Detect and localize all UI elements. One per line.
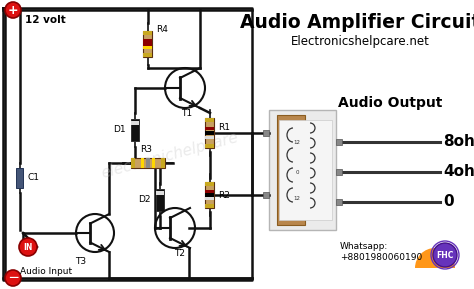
Text: 12: 12 <box>293 195 301 201</box>
Bar <box>131 119 139 141</box>
Bar <box>141 158 145 168</box>
Bar <box>206 118 215 148</box>
Text: 12 volt: 12 volt <box>25 15 66 25</box>
Text: 12: 12 <box>293 140 301 144</box>
Bar <box>161 158 165 168</box>
Bar <box>264 192 270 198</box>
Bar <box>144 31 153 57</box>
Text: T3: T3 <box>75 257 87 266</box>
Bar <box>144 42 153 45</box>
Text: D1: D1 <box>113 125 126 134</box>
Bar <box>152 158 155 168</box>
Wedge shape <box>415 248 455 268</box>
Bar <box>206 182 215 208</box>
Text: R2: R2 <box>218 190 230 199</box>
Bar <box>206 127 215 130</box>
Text: 0: 0 <box>295 170 299 175</box>
Circle shape <box>19 238 37 256</box>
Bar <box>131 158 135 168</box>
Bar <box>144 53 153 57</box>
Bar <box>144 31 153 35</box>
Bar <box>264 130 270 136</box>
Bar <box>206 190 215 193</box>
Bar <box>280 120 332 220</box>
Bar <box>206 197 215 200</box>
Text: R1: R1 <box>218 123 230 132</box>
Bar <box>144 45 153 49</box>
Text: R4: R4 <box>156 25 168 34</box>
Text: T1: T1 <box>182 110 192 118</box>
Bar <box>156 189 164 211</box>
Text: FHC: FHC <box>436 251 454 260</box>
Bar <box>206 193 215 197</box>
Text: IN: IN <box>23 242 33 251</box>
Text: Audio Output: Audio Output <box>338 96 442 110</box>
Text: 0: 0 <box>443 194 454 210</box>
Bar <box>277 115 305 225</box>
Text: Electronicshelpcare.net: Electronicshelpcare.net <box>291 36 429 49</box>
Bar <box>206 131 215 134</box>
Bar <box>337 139 343 145</box>
Text: 4ohm: 4ohm <box>443 164 474 179</box>
Circle shape <box>5 2 21 18</box>
Text: Whatsapp:
+8801980060190: Whatsapp: +8801980060190 <box>340 242 422 262</box>
Text: electronichelpcare: electronichelpcare <box>100 129 240 181</box>
Circle shape <box>5 270 21 286</box>
Text: +: + <box>8 3 18 16</box>
Bar <box>206 182 215 186</box>
Bar <box>337 169 343 175</box>
Bar <box>206 204 215 208</box>
Bar <box>206 136 215 139</box>
Bar <box>131 121 139 125</box>
Text: Audio Amplifier Circuit: Audio Amplifier Circuit <box>240 12 474 32</box>
Bar <box>206 144 215 148</box>
Text: Audio Input: Audio Input <box>20 268 72 277</box>
Text: ─: ─ <box>9 271 17 285</box>
Bar <box>144 38 153 42</box>
Bar <box>206 118 215 122</box>
Bar <box>337 199 343 205</box>
Bar <box>131 158 165 168</box>
Text: T2: T2 <box>174 249 185 258</box>
Bar <box>156 191 164 195</box>
Circle shape <box>433 243 457 267</box>
Text: D2: D2 <box>138 195 151 205</box>
Text: 8ohm: 8ohm <box>443 134 474 149</box>
Bar <box>270 110 337 230</box>
Bar <box>17 168 24 188</box>
Text: R3: R3 <box>140 145 152 155</box>
Bar <box>146 158 150 168</box>
Text: C1: C1 <box>28 173 40 182</box>
